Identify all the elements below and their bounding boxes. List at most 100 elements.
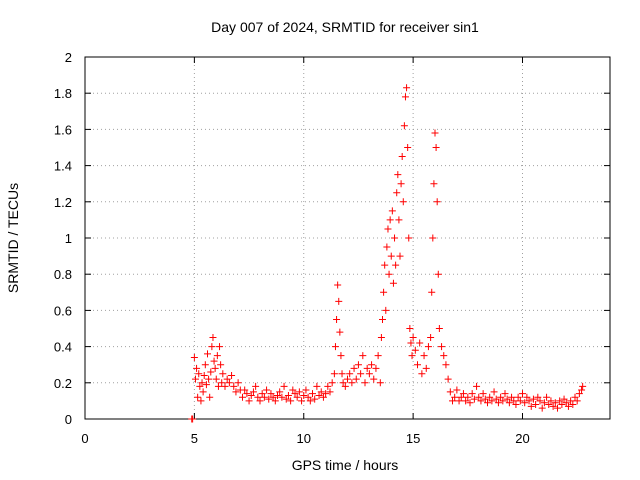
data-point: [405, 234, 413, 242]
data-point: [298, 397, 306, 405]
data-point: [387, 252, 395, 260]
data-point: [376, 379, 384, 387]
y-tick-label: 0.8: [54, 267, 72, 282]
data-point: [350, 364, 358, 372]
y-tick-label: 1.8: [54, 86, 72, 101]
data-point: [536, 397, 544, 405]
data-point: [398, 153, 406, 161]
data-point: [383, 243, 391, 251]
data-point: [444, 375, 452, 383]
data-point: [455, 397, 463, 405]
data-point: [579, 382, 587, 390]
data-point: [213, 352, 221, 360]
data-point: [481, 395, 489, 403]
data-point: [256, 397, 264, 405]
y-tick-label: 0.6: [54, 303, 72, 318]
data-point: [280, 382, 288, 390]
data-point: [302, 386, 310, 394]
data-point: [567, 397, 575, 405]
data-point: [216, 343, 224, 351]
data-point: [330, 370, 338, 378]
data-point: [386, 216, 394, 224]
data-point: [193, 364, 201, 372]
data-point: [300, 391, 308, 399]
data-point: [510, 397, 518, 405]
data-point: [409, 334, 417, 342]
data-point: [196, 382, 204, 390]
data-point: [428, 288, 436, 296]
data-point: [209, 334, 217, 342]
data-point: [391, 234, 399, 242]
data-point: [195, 370, 203, 378]
data-point: [571, 393, 579, 401]
data-point: [322, 390, 330, 398]
data-point: [523, 393, 531, 401]
y-tick-label: 1: [65, 231, 72, 246]
y-tick-label: 0: [65, 412, 72, 427]
data-point: [393, 189, 401, 197]
data-point: [499, 397, 507, 405]
data-point: [263, 386, 271, 394]
data-point: [575, 390, 583, 398]
data-point: [354, 361, 362, 369]
x-tick-label: 0: [81, 431, 88, 446]
data-point: [205, 375, 213, 383]
data-point: [473, 382, 481, 390]
data-point: [211, 364, 219, 372]
data-point: [361, 379, 369, 387]
data-point: [407, 339, 415, 347]
data-point: [560, 395, 568, 403]
y-tick-label: 0.2: [54, 376, 72, 391]
data-point: [420, 352, 428, 360]
data-point: [573, 397, 581, 405]
data-point: [214, 382, 222, 390]
data-point: [430, 180, 438, 188]
data-point: [477, 397, 485, 405]
data-point: [540, 399, 548, 407]
plot-frame: [84, 56, 611, 420]
data-point: [457, 393, 465, 401]
data-point: [284, 391, 292, 399]
data-point: [247, 391, 255, 399]
x-tick-label: 10: [297, 431, 311, 446]
data-point: [206, 393, 214, 401]
data-point: [475, 393, 483, 401]
data-point: [486, 393, 494, 401]
data-point: [468, 390, 476, 398]
data-point: [276, 388, 284, 396]
data-point: [336, 328, 344, 336]
data-point: [508, 393, 516, 401]
data-point: [311, 395, 319, 403]
data-point: [271, 397, 279, 405]
data-point: [200, 372, 208, 380]
data-point: [198, 379, 206, 387]
data-point: [497, 393, 505, 401]
data-point: [254, 393, 262, 401]
data-point: [416, 339, 424, 347]
data-point: [282, 395, 290, 403]
data-point: [335, 297, 343, 305]
data-point: [403, 84, 411, 92]
data-point: [401, 93, 409, 101]
data-point: [234, 379, 242, 387]
data-point: [333, 315, 341, 323]
data-point: [514, 393, 522, 401]
data-point: [442, 361, 450, 369]
data-point: [462, 397, 470, 405]
data-point: [488, 397, 496, 405]
data-point: [337, 352, 345, 360]
data-point: [359, 352, 367, 360]
data-point: [549, 402, 557, 410]
data-point: [538, 404, 546, 412]
data-point: [339, 379, 347, 387]
data-point: [341, 382, 349, 390]
data-point: [479, 390, 487, 398]
data-point: [429, 234, 437, 242]
data-point: [289, 386, 297, 394]
data-point: [309, 390, 316, 398]
data-point: [293, 393, 301, 401]
data-point: [392, 261, 400, 269]
data-point: [219, 370, 227, 378]
data-point: [365, 370, 373, 378]
axis-ticks: [84, 56, 610, 420]
